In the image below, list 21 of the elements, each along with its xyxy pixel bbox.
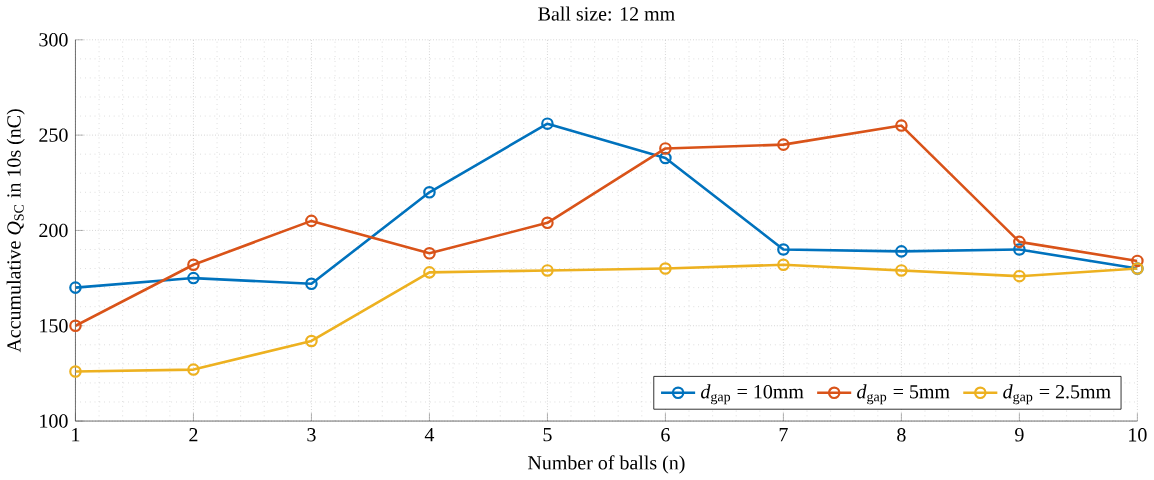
y-axis-title: Accumulative Q$_{SC}$ in 10s (nC) xyxy=(6,109,25,353)
x-tick-label: 1 xyxy=(72,427,80,442)
x-axis-title: Number of balls (n) xyxy=(527,455,685,474)
x-tick-label: 3 xyxy=(307,428,316,442)
legend-label: d$_{gap}$ = 5mm xyxy=(857,384,950,405)
legend-label: d$_{gap}$ = 2.5mm xyxy=(1003,384,1111,405)
y-tick-label: 300 xyxy=(39,32,68,47)
x-tick-label: 7 xyxy=(779,427,788,442)
y-tick-label: 150 xyxy=(40,318,68,333)
x-tick-label: 2 xyxy=(189,428,198,442)
x-tick-label: 10 xyxy=(1129,427,1147,442)
x-tick-label: 5 xyxy=(543,427,552,442)
x-tick-label: 6 xyxy=(661,428,670,442)
x-tick-label: 9 xyxy=(1015,428,1024,442)
x-tick-label: 8 xyxy=(897,427,906,442)
y-tick-label: 200 xyxy=(39,223,68,238)
y-tick-label: 100 xyxy=(40,414,68,428)
y-tick-label: 250 xyxy=(39,128,68,142)
legend-label: d$_{gap}$ = 10mm xyxy=(701,384,804,405)
x-tick-label: 4 xyxy=(424,427,435,442)
chart-title: Ball size: 12 mm xyxy=(538,6,675,21)
